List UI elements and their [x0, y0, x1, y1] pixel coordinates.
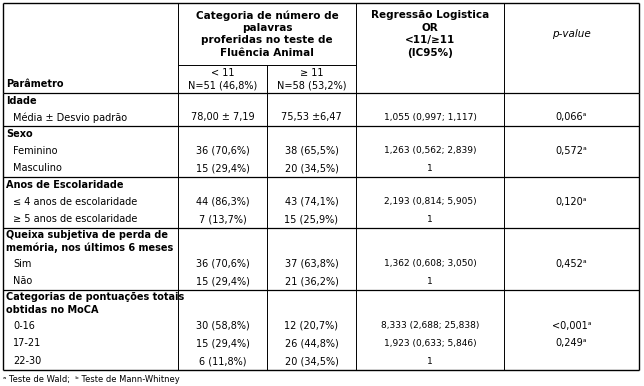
Text: 0-16: 0-16 [13, 321, 35, 331]
Text: 22-30: 22-30 [13, 356, 41, 366]
Text: ≥ 11
N=58 (53,2%): ≥ 11 N=58 (53,2%) [277, 68, 346, 90]
Text: 44 (86,3%): 44 (86,3%) [196, 196, 249, 207]
Text: 1,055 (0,997; 1,117): 1,055 (0,997; 1,117) [384, 113, 477, 122]
Text: 0,572ᵃ: 0,572ᵃ [556, 146, 587, 156]
Text: 43 (74,1%): 43 (74,1%) [285, 196, 338, 207]
Text: 30 (58,8%): 30 (58,8%) [196, 321, 249, 331]
Text: 15 (25,9%): 15 (25,9%) [285, 214, 339, 224]
Text: 78,00 ± 7,19: 78,00 ± 7,19 [191, 112, 254, 122]
Text: 15 (29,4%): 15 (29,4%) [196, 163, 249, 173]
Text: 15 (29,4%): 15 (29,4%) [196, 276, 249, 286]
Text: 8,333 (2,688; 25,838): 8,333 (2,688; 25,838) [381, 321, 479, 330]
Text: Não: Não [13, 276, 32, 286]
Text: 36 (70,6%): 36 (70,6%) [196, 146, 249, 156]
Text: Sim: Sim [13, 259, 32, 269]
Text: Média ± Desvio padrão: Média ± Desvio padrão [13, 112, 127, 123]
Text: Idade: Idade [6, 96, 37, 106]
Text: 1,923 (0,633; 5,846): 1,923 (0,633; 5,846) [384, 339, 477, 348]
Text: 75,53 ±6,47: 75,53 ±6,47 [281, 112, 342, 122]
Text: 38 (65,5%): 38 (65,5%) [285, 146, 339, 156]
Text: 1,362 (0,608; 3,050): 1,362 (0,608; 3,050) [384, 259, 477, 268]
Text: 6 (11,8%): 6 (11,8%) [199, 356, 246, 366]
Text: 1: 1 [427, 277, 433, 286]
Text: 7 (13,7%): 7 (13,7%) [198, 214, 247, 224]
Text: 15 (29,4%): 15 (29,4%) [196, 339, 249, 349]
Text: 1: 1 [427, 357, 433, 366]
Text: 20 (34,5%): 20 (34,5%) [285, 163, 339, 173]
Text: Categorias de pontuações totais
obtidas no MoCA: Categorias de pontuações totais obtidas … [6, 292, 184, 315]
Text: Categoria de número de
palavras
proferidas no teste de
Fluência Animal: Categoria de número de palavras proferid… [196, 10, 338, 58]
Text: ≥ 5 anos de escolaridade: ≥ 5 anos de escolaridade [13, 214, 137, 224]
Text: 20 (34,5%): 20 (34,5%) [285, 356, 339, 366]
Text: ᵃ Teste de Wald;  ᵇ Teste de Mann-Whitney: ᵃ Teste de Wald; ᵇ Teste de Mann-Whitney [3, 375, 180, 384]
Text: Parâmetro: Parâmetro [6, 79, 64, 89]
Text: 12 (20,7%): 12 (20,7%) [285, 321, 339, 331]
Text: Feminino: Feminino [13, 146, 57, 156]
Text: 1,263 (0,562; 2,839): 1,263 (0,562; 2,839) [384, 146, 477, 155]
Text: 1: 1 [427, 164, 433, 173]
Text: Regressão Logistica
OR
<11/≥11
(IC95%): Regressão Logistica OR <11/≥11 (IC95%) [371, 10, 489, 58]
Text: < 11
N=51 (46,8%): < 11 N=51 (46,8%) [188, 68, 257, 90]
Text: 36 (70,6%): 36 (70,6%) [196, 259, 249, 269]
Text: 0,066ᵃ: 0,066ᵃ [556, 112, 587, 122]
Text: 17-21: 17-21 [13, 339, 41, 349]
Text: ≤ 4 anos de escolaridade: ≤ 4 anos de escolaridade [13, 196, 137, 207]
Text: <0,001ᵃ: <0,001ᵃ [552, 321, 591, 331]
Text: Anos de Escolaridade: Anos de Escolaridade [6, 180, 124, 190]
Text: 21 (36,2%): 21 (36,2%) [285, 276, 339, 286]
Text: 0,249ᵃ: 0,249ᵃ [556, 339, 587, 349]
Text: p-value: p-value [552, 29, 591, 39]
Text: 0,452ᵃ: 0,452ᵃ [556, 259, 587, 269]
Text: Queixa subjetiva de perda de
memória, nos últimos 6 meses: Queixa subjetiva de perda de memória, no… [6, 230, 173, 253]
Text: 26 (44,8%): 26 (44,8%) [285, 339, 338, 349]
Text: 0,120ᵃ: 0,120ᵃ [556, 196, 587, 207]
Text: 37 (63,8%): 37 (63,8%) [285, 259, 338, 269]
Text: 2,193 (0,814; 5,905): 2,193 (0,814; 5,905) [384, 197, 477, 206]
Text: Masculino: Masculino [13, 163, 62, 173]
Text: 1: 1 [427, 215, 433, 224]
Text: Sexo: Sexo [6, 129, 33, 139]
